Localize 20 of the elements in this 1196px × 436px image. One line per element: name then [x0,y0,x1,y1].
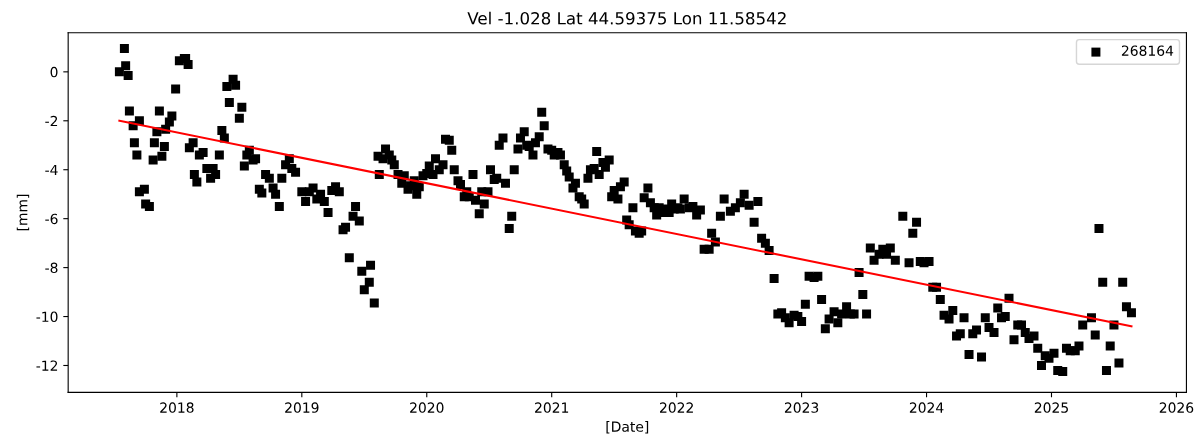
x-tick-label: 2022 [660,402,693,413]
y-tick-label: -6 [45,213,58,225]
x-tick-label: 2018 [160,402,194,413]
x-tick-label: 2020 [410,402,444,413]
y-tick-label: 0 [50,66,58,78]
y-axis-title: [mm] [16,194,30,231]
x-tick-label: 2021 [535,402,569,413]
x-tick-label: 2026 [1159,402,1194,413]
x-axis-title: [Date] [606,421,649,434]
y-tick-label: -10 [36,311,58,323]
x-tick-label: 2025 [1034,402,1068,413]
x-tick-label: 2019 [285,402,319,413]
legend-label: 268164 [1121,45,1174,56]
x-tick-label: 2024 [909,402,944,413]
y-tick-label: -4 [45,164,58,176]
x-tick-label: 2023 [784,402,819,413]
y-tick-label: -12 [36,360,58,371]
y-tick-label: -8 [45,262,58,274]
y-tick-label: -2 [45,115,58,127]
chart-title: Vel -1.028 Lat 44.59375 Lon 11.58542 [467,11,786,25]
